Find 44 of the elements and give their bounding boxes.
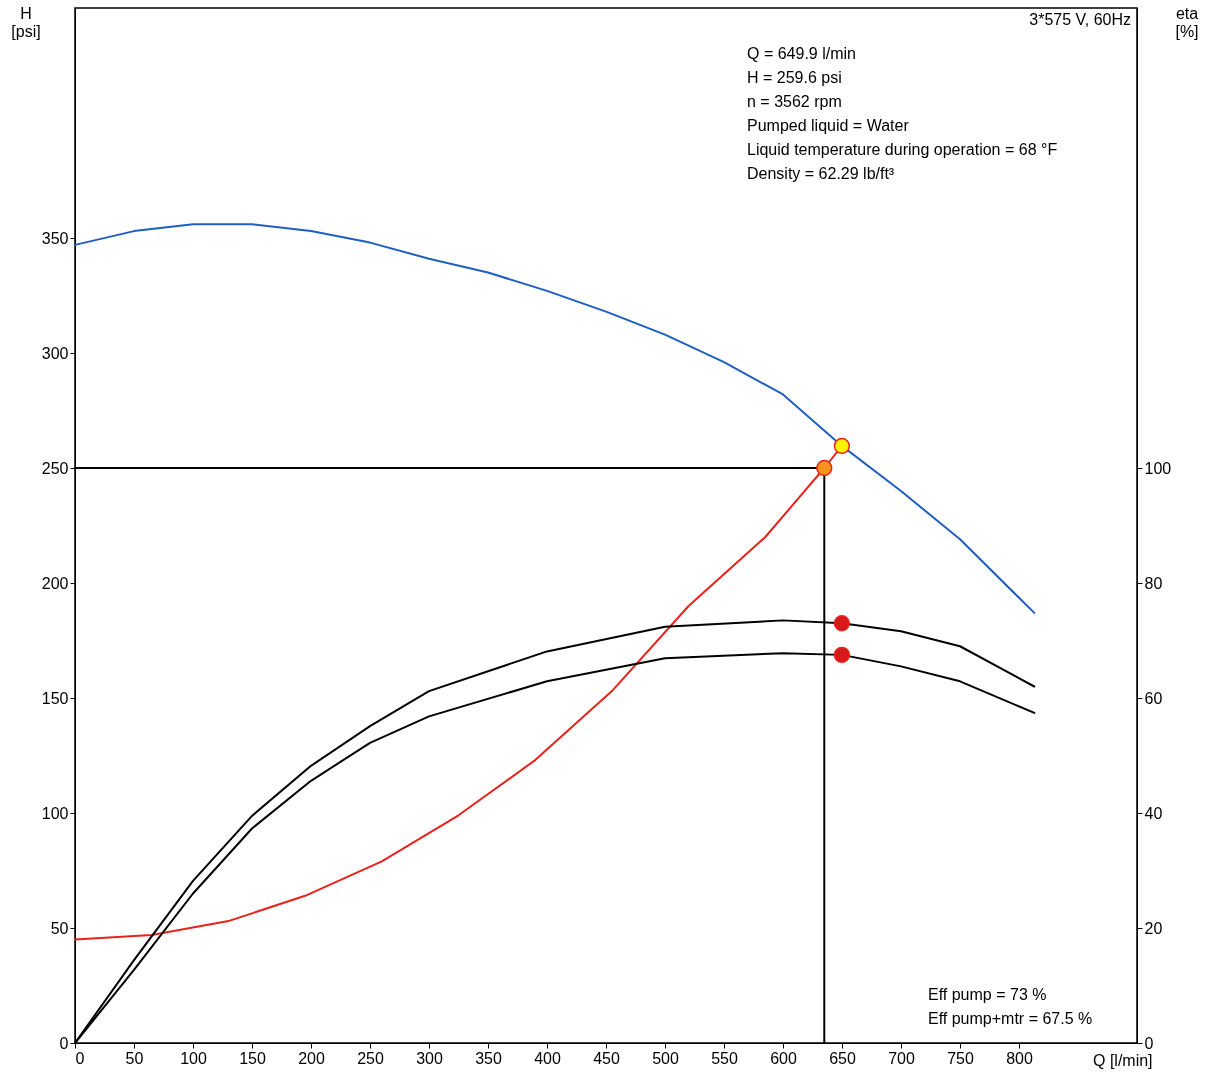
y-tick-label: 0	[59, 1034, 69, 1052]
annotation: Eff pump+mtr = 67.5 %	[928, 1010, 1093, 1027]
x-tick-label: 150	[239, 1049, 266, 1067]
x-tick-label: 300	[416, 1049, 443, 1067]
y-tick-label: 350	[41, 229, 69, 247]
y2-tick-label: 100	[1144, 459, 1172, 477]
annotation: n = 3562 rpm	[747, 93, 842, 110]
x-tick-label: 700	[888, 1049, 915, 1067]
x-axis-title: Q [l/min]	[1093, 1052, 1153, 1069]
x-tick-label: 200	[298, 1049, 325, 1067]
y-tick-label: 150	[41, 689, 69, 707]
y2-tick-label: 80	[1144, 574, 1163, 592]
y2-tick-label: 60	[1144, 689, 1163, 707]
x-tick-label: 500	[652, 1049, 679, 1067]
annotation: Pumped liquid = Water	[747, 117, 910, 134]
y-tick-label: 300	[41, 344, 69, 362]
y-axis-title: H [psi]	[11, 5, 41, 40]
annotation: Liquid temperature during operation = 68 °F	[747, 141, 1058, 158]
chart-title: 3*575 V, 60Hz	[1029, 11, 1131, 28]
y2-axis-title: eta [%]	[1175, 5, 1199, 40]
x-tick-label: 550	[711, 1049, 738, 1067]
y2-tick-label: 20	[1144, 919, 1163, 937]
x-tick-label: 600	[770, 1049, 797, 1067]
x-tick-label: 100	[180, 1049, 207, 1067]
x-tick-label: 250	[357, 1049, 384, 1067]
x-tick-label: 450	[593, 1049, 620, 1067]
x-tick-label: 50	[125, 1049, 144, 1067]
line-series	[74, 223, 1036, 614]
annotation: Q = 649.9 l/min	[747, 45, 856, 62]
x-tick-label: 650	[829, 1049, 856, 1067]
y2-tick-label: 40	[1144, 804, 1163, 822]
x-tick-label: 800	[1006, 1049, 1033, 1067]
y2-tick-label: 0	[1144, 1034, 1154, 1052]
x-tick-label: 750	[947, 1049, 974, 1067]
x-tick-label: 400	[534, 1049, 561, 1067]
y-tick-label: 250	[41, 459, 69, 477]
y-tick-label: 200	[41, 574, 69, 592]
x-tick-label: 350	[475, 1049, 502, 1067]
y-tick-label: 50	[50, 919, 69, 937]
x-tick-label: 0	[75, 1049, 85, 1067]
y-tick-label: 100	[41, 804, 69, 822]
annotation: H = 259.6 psi	[747, 69, 842, 86]
annotation: Eff pump = 73 %	[928, 986, 1047, 1003]
annotation: Density = 62.29 lb/ft³	[747, 165, 895, 182]
